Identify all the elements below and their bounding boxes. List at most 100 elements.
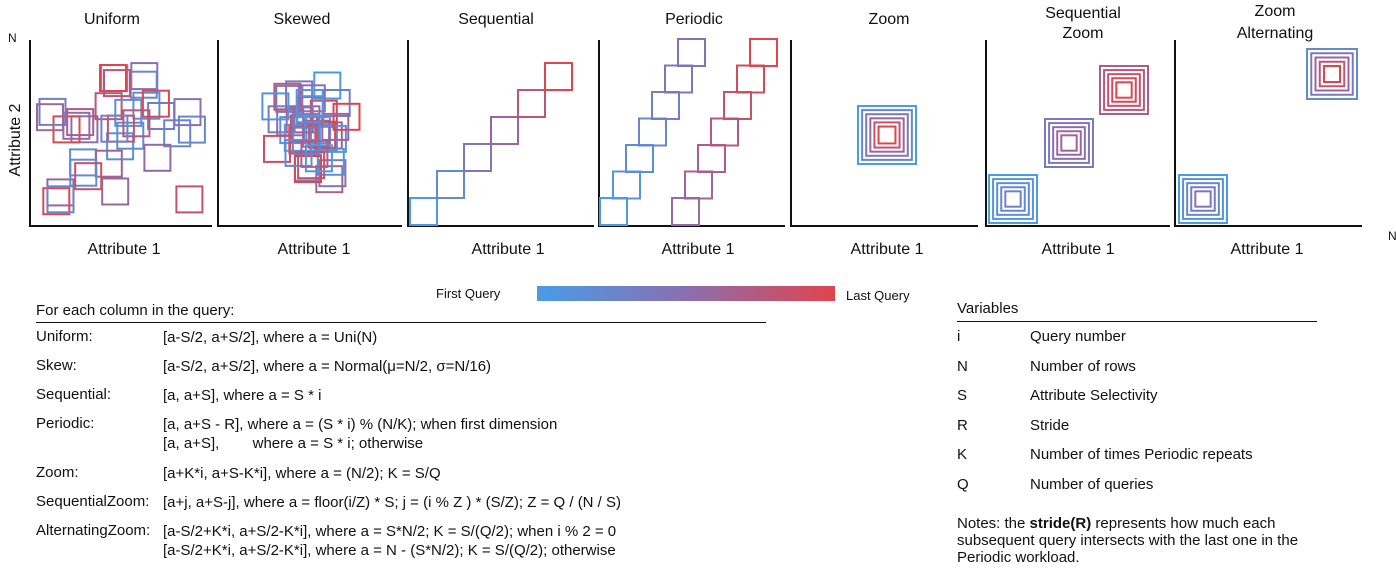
query-rect-zoom: [873, 121, 901, 149]
query-rect-uniform: [70, 115, 99, 144]
formula-expr: [a, a+S], where a = S * i: [163, 387, 322, 404]
variable-symbol: N: [957, 357, 968, 375]
query-rect-uniform: [69, 158, 98, 187]
query-rect-periodic: [736, 64, 765, 94]
query-rect-uniform: [143, 143, 172, 172]
variable-desc: Query number: [1030, 328, 1126, 346]
formula-row-sequential: Sequential: [a, a+S], where a = S * i: [36, 381, 766, 410]
query-rect-seqzoom: [1004, 190, 1022, 208]
axis-zoom: [790, 40, 978, 227]
query-rectangles: [36, 38, 1358, 226]
query-rect-uniform: [100, 64, 129, 93]
query-rect-uniform: [106, 132, 135, 161]
panel-title-zoomalt-line2: Alternating: [1237, 25, 1314, 42]
query-rect-uniform: [38, 97, 67, 126]
query-rect-uniform: [175, 185, 204, 214]
axis-uniform: [29, 40, 212, 227]
query-rect-skewed: [300, 139, 329, 168]
query-rect-seqzoom: [1048, 122, 1090, 164]
query-rect-uniform: [101, 177, 130, 206]
query-rect-seqzoom: [1000, 186, 1026, 212]
query-rect-sequential: [544, 62, 573, 91]
variables-title: Variables: [957, 297, 1317, 322]
variable-row: i Query number: [957, 322, 1317, 352]
notes-bold: stride(R): [1029, 515, 1092, 532]
query-rect-periodic: [625, 144, 654, 173]
query-rect-uniform: [163, 119, 192, 148]
query-rect-seqzoom: [1044, 118, 1094, 168]
variables-table: Variables i Query number N Number of rows …: [957, 297, 1317, 499]
query-rect-periodic: [684, 170, 713, 200]
workload-panels: N N Attribute 2 Uniform Skewed Sequentia…: [7, 3, 1396, 258]
variable-row: S Attribute Selectivity: [957, 381, 1317, 411]
query-rect-skewed: [283, 123, 312, 152]
query-order-gradient: [537, 286, 835, 301]
formula-name: Uniform:: [36, 328, 93, 345]
query-rect-skewed: [294, 155, 322, 184]
panel-title-zoom: Zoom: [869, 11, 910, 28]
variable-desc: Number of times Periodic repeats: [1030, 446, 1253, 464]
axis-sequential: [407, 40, 594, 227]
formula-expr: [a-S/2+K*i, a+S/2-K*i], where a = S*N/2;…: [163, 522, 616, 560]
query-rect-periodic: [710, 117, 739, 147]
query-rect-periodic: [651, 91, 680, 120]
query-rect-uniform: [141, 89, 170, 118]
formula-name: AlternatingZoom:: [36, 522, 151, 539]
variable-symbol: i: [957, 328, 961, 346]
query-rect-uniform: [42, 187, 71, 216]
query-rect-sequential: [490, 116, 519, 145]
notes-suffix: represents how much each subsequent quer…: [957, 515, 1299, 566]
axis-skewed: [217, 40, 402, 227]
query-rect-zoomalt: [1182, 178, 1224, 220]
query-rect-periodic: [723, 91, 752, 120]
query-rect-sequential: [517, 89, 546, 118]
formula-expr: [a+K*i, a+S-K*i], where a = (N/2); K = S…: [163, 465, 441, 482]
panel-xlabel-zoom: Attribute 1: [851, 241, 924, 258]
variable-desc: Number of queries: [1030, 475, 1154, 493]
formula-expr-line2: [a-S/2+K*i, a+S/2-K*i], where a = N - (S…: [163, 542, 616, 559]
query-rect-skewed: [332, 102, 361, 131]
panel-axes: [29, 40, 1362, 227]
formula-row-skew: Skew: [a-S/2, a+S/2], where a = Normal(μ…: [36, 352, 766, 381]
query-rect-periodic: [697, 144, 726, 173]
formula-row-sequentialzoom: SequentialZoom: [a+j, a+S-j], where a = …: [36, 488, 766, 517]
formula-expr: [a-S/2, a+S/2], where a = Uni(N): [163, 329, 378, 346]
query-rect-zoomalt: [1186, 182, 1220, 216]
variable-symbol: K: [957, 446, 968, 464]
query-rect-seqzoom: [996, 182, 1030, 216]
legend-last-query: Last Query: [846, 288, 910, 303]
query-rect-zoomalt: [1178, 174, 1228, 224]
query-rect-zoom: [857, 105, 917, 165]
query-rect-seqzoom: [1107, 73, 1141, 107]
formula-expr-line1: [a-S/2+K*i, a+S/2-K*i], where a = S*N/2;…: [163, 523, 617, 540]
formula-expr: [a+j, a+S-j], where a = floor(i/Z) * S; …: [163, 494, 622, 511]
axis-seqzoom: [985, 40, 1170, 227]
variable-row: R Stride: [957, 411, 1317, 441]
y-axis-label: Attribute 2: [7, 103, 24, 176]
formula-name: Periodic:: [36, 415, 95, 432]
formula-row-zoom: Zoom: [a+K*i, a+S-K*i], where a = (N/2);…: [36, 459, 766, 488]
query-rect-seqzoom: [1111, 77, 1137, 103]
axis-zoomalt: [1174, 40, 1362, 227]
notes: Notes: the stride(R) represents how much…: [957, 515, 1317, 566]
query-rect-zoomalt: [1190, 186, 1216, 212]
query-rect-uniform: [66, 108, 95, 137]
query-rect-uniform: [36, 103, 64, 132]
formula-expr-line2: [a, a+S], where a = S * i; otherwise: [163, 435, 424, 452]
formula-row-periodic: Periodic: [a, a+S - R], where a = (S * i…: [36, 410, 766, 459]
panel-xlabel-zoomalt: Attribute 1: [1231, 241, 1304, 258]
panel-title-seqzoom-line1: Sequential: [1045, 5, 1121, 22]
formula-expr: [a, a+S - R], where a = (S * i) % (N/K);…: [163, 415, 557, 453]
variable-row: Q Number of queries: [957, 470, 1317, 500]
query-rect-sequential: [463, 143, 492, 172]
query-rect-zoomalt: [1194, 190, 1212, 208]
notes-prefix: Notes: the: [957, 515, 1030, 532]
panel-title-zoomalt-line1: Zoom: [1255, 3, 1296, 20]
query-rect-skewed: [261, 92, 290, 121]
query-rect-zoom: [861, 109, 913, 161]
formula-name: Sequential:: [36, 386, 112, 403]
variable-symbol: R: [957, 416, 968, 434]
query-rect-periodic: [671, 197, 700, 226]
panel-title-seqzoom-line2: Zoom: [1063, 25, 1104, 42]
query-rect-zoomalt: [1310, 52, 1354, 96]
